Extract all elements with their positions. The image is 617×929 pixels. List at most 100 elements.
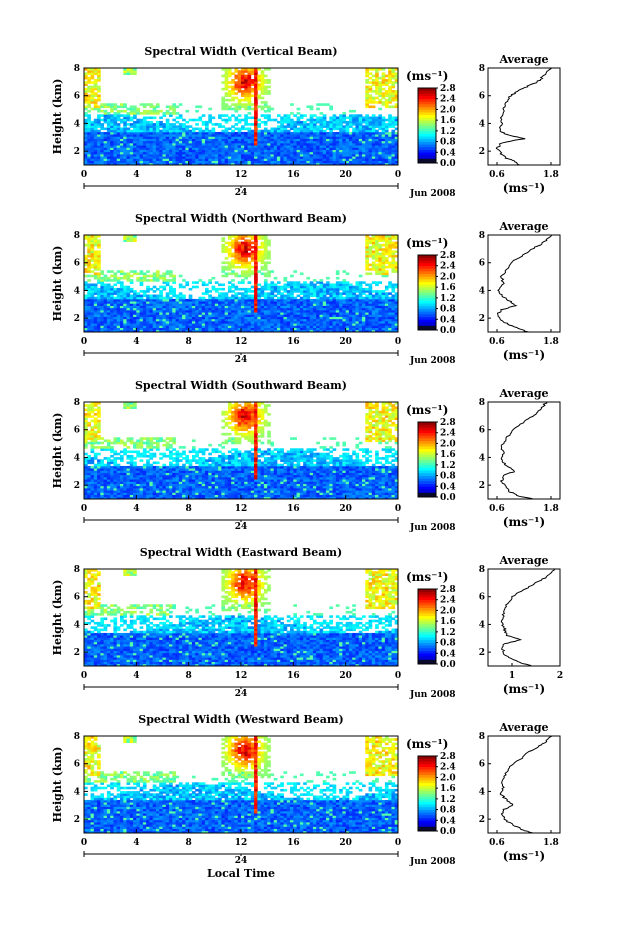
heatmap-cell xyxy=(133,303,137,306)
heatmap-cell xyxy=(375,74,379,78)
heatmap-cell xyxy=(214,158,219,161)
heatmap-cell xyxy=(93,118,98,122)
heatmap-cell xyxy=(335,270,340,273)
heatmap-cell xyxy=(198,131,203,135)
heatmap-cell xyxy=(169,303,173,306)
heatmap-cell xyxy=(201,147,206,150)
heatmap-cell xyxy=(286,138,291,142)
heatmap-cell xyxy=(329,325,333,328)
heatmap-cell xyxy=(260,290,265,293)
heatmap-cell xyxy=(234,241,239,245)
heatmap-cell xyxy=(267,160,271,164)
heatmap-cell xyxy=(175,305,180,309)
heatmap-cell xyxy=(273,329,278,333)
heatmap-cell xyxy=(384,149,389,153)
heatmap-cell xyxy=(329,283,333,287)
heatmap-cell xyxy=(234,294,239,298)
heatmap-cell xyxy=(293,314,297,317)
heatmap-cell xyxy=(100,114,105,117)
heatmap-cell xyxy=(142,316,147,320)
heatmap-cell xyxy=(384,147,389,150)
heatmap-cell xyxy=(352,329,356,333)
heatmap-cell xyxy=(309,116,314,120)
heatmap-cell xyxy=(286,153,291,157)
heatmap-cell xyxy=(90,290,95,293)
heatmap-cell xyxy=(93,103,98,106)
heatmap-cell xyxy=(339,114,343,117)
heatmap-cell xyxy=(155,294,160,298)
heatmap-cell xyxy=(326,103,330,106)
heatmap-cell xyxy=(348,125,353,128)
heatmap-cell xyxy=(296,151,301,155)
heatmap-cell xyxy=(381,138,386,142)
heatmap-cell xyxy=(126,237,131,240)
heatmap-cell xyxy=(348,318,353,322)
heatmap-cell xyxy=(133,120,137,124)
heatmap-cell xyxy=(97,298,101,302)
heatmap-cell xyxy=(378,246,383,249)
heatmap-cell xyxy=(103,329,108,333)
heatmap-cell xyxy=(263,294,268,298)
heatmap-cell xyxy=(218,294,222,298)
heatmap-cell xyxy=(358,314,363,317)
heatmap-cell xyxy=(159,160,163,164)
heatmap-cell xyxy=(244,316,248,320)
heatmap-cell xyxy=(326,307,330,311)
heatmap-cell xyxy=(178,145,183,148)
heatmap-cell xyxy=(260,241,265,245)
heatmap-cell xyxy=(152,153,157,157)
heatmap-cell xyxy=(93,81,98,84)
heatmap-cell xyxy=(142,136,147,139)
heatmap-cell xyxy=(368,136,373,139)
heatmap-cell xyxy=(146,296,150,300)
heatmap-cell xyxy=(280,285,284,289)
heatmap-cell xyxy=(136,145,140,148)
heatmap-cell xyxy=(241,134,245,137)
heatmap-cell xyxy=(129,156,134,159)
heatmap-cell xyxy=(152,123,157,126)
heatmap-cell xyxy=(296,312,301,315)
heatmap-cell xyxy=(149,325,154,328)
heatmap-cell xyxy=(365,294,369,298)
heatmap-cell xyxy=(221,74,226,78)
heatmap-cell xyxy=(254,123,258,126)
heatmap-cell xyxy=(345,272,350,276)
heatmap-cell xyxy=(136,323,140,326)
heatmap-cell xyxy=(348,134,353,137)
heatmap-cell xyxy=(365,96,369,100)
heatmap-cell xyxy=(218,153,222,157)
heatmap-cell xyxy=(296,316,301,320)
heatmap-cell xyxy=(371,243,376,247)
heatmap-cell xyxy=(162,296,167,300)
heatmap-cell xyxy=(378,312,383,315)
heatmap-cell xyxy=(106,292,111,295)
heatmap-cell xyxy=(93,276,98,280)
heatmap-cell xyxy=(110,303,114,306)
heatmap-cell xyxy=(208,294,212,298)
heatmap-cell xyxy=(326,312,330,315)
heatmap-cell xyxy=(97,87,101,91)
heatmap-cell xyxy=(142,105,147,109)
heatmap-cell xyxy=(368,325,373,328)
heatmap-cell xyxy=(133,138,137,142)
heatmap-cell xyxy=(175,307,180,311)
heatmap-cell xyxy=(375,270,379,273)
heatmap-cell xyxy=(368,287,373,291)
heatmap-cell xyxy=(103,118,108,122)
heatmap-cell xyxy=(119,329,124,333)
heatmap-cell xyxy=(191,320,196,324)
heatmap-cell xyxy=(221,327,226,331)
heatmap-cell xyxy=(345,116,350,120)
heatmap-cell xyxy=(129,160,134,164)
heatmap-cell xyxy=(175,294,180,298)
heatmap-cell xyxy=(175,149,180,153)
heatmap-cell xyxy=(97,116,101,120)
heatmap-cell xyxy=(162,162,167,166)
heatmap-cell xyxy=(224,94,229,98)
heatmap-cell xyxy=(234,96,239,100)
heatmap-cell xyxy=(352,140,356,144)
heatmap-cell xyxy=(169,125,173,128)
heatmap-cell xyxy=(100,307,105,311)
heatmap-cell xyxy=(201,120,206,124)
heatmap-cell xyxy=(205,145,209,148)
